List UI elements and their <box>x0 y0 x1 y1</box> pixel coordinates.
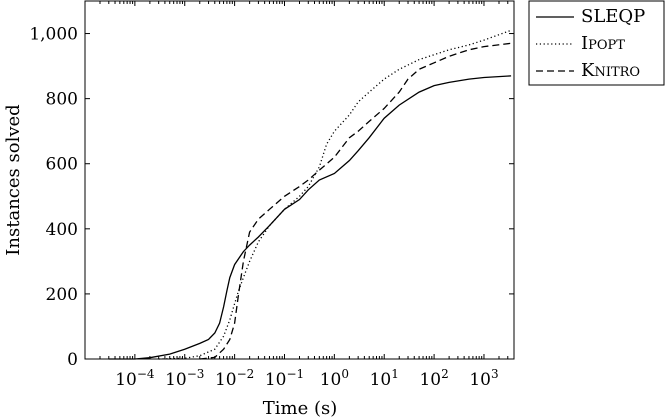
legend-entries: SLEQP IPOPT KNITRO <box>536 6 645 81</box>
y-tick-label: 0 <box>67 350 78 370</box>
y-tick-label: 400 <box>46 220 78 240</box>
x-tick-label: 10−4 <box>115 367 155 390</box>
x-tick-label: 101 <box>370 367 399 390</box>
y-tick-label: 600 <box>46 155 78 175</box>
x-tick-label: 103 <box>469 367 498 390</box>
x-tick-label: 100 <box>320 367 349 390</box>
y-tick-label: 800 <box>46 90 78 110</box>
y-tick-label: 200 <box>46 285 78 305</box>
legend: SLEQP IPOPT KNITRO <box>528 0 665 86</box>
series-layer <box>108 29 512 360</box>
plot-frame <box>84 0 515 360</box>
x-tick-label: 10−2 <box>215 367 254 390</box>
series-line-sleqp <box>108 75 512 360</box>
y-tick-label: 1,000 <box>29 25 78 45</box>
series-line-ipopt <box>158 29 512 360</box>
x-tick-label: 10−3 <box>165 367 204 390</box>
legend-label-sleqp: SLEQP <box>581 6 645 27</box>
x-axis-title: Time (s) <box>263 398 338 419</box>
series-line-knitro <box>199 42 512 360</box>
y-tick-labels: 0 200 400 600 800 1,000 <box>29 25 78 370</box>
y-axis-title: Instances solved <box>3 104 24 255</box>
x-tick-labels: 10−4 10−3 10−2 10−1 100 101 102 103 <box>115 367 498 390</box>
legend-label-knitro: KNITRO <box>581 60 640 81</box>
legend-label-ipopt: IPOPT <box>581 33 625 54</box>
tick-layer <box>84 1 515 360</box>
x-tick-label: 10−1 <box>265 367 304 390</box>
x-tick-label: 102 <box>419 367 448 390</box>
